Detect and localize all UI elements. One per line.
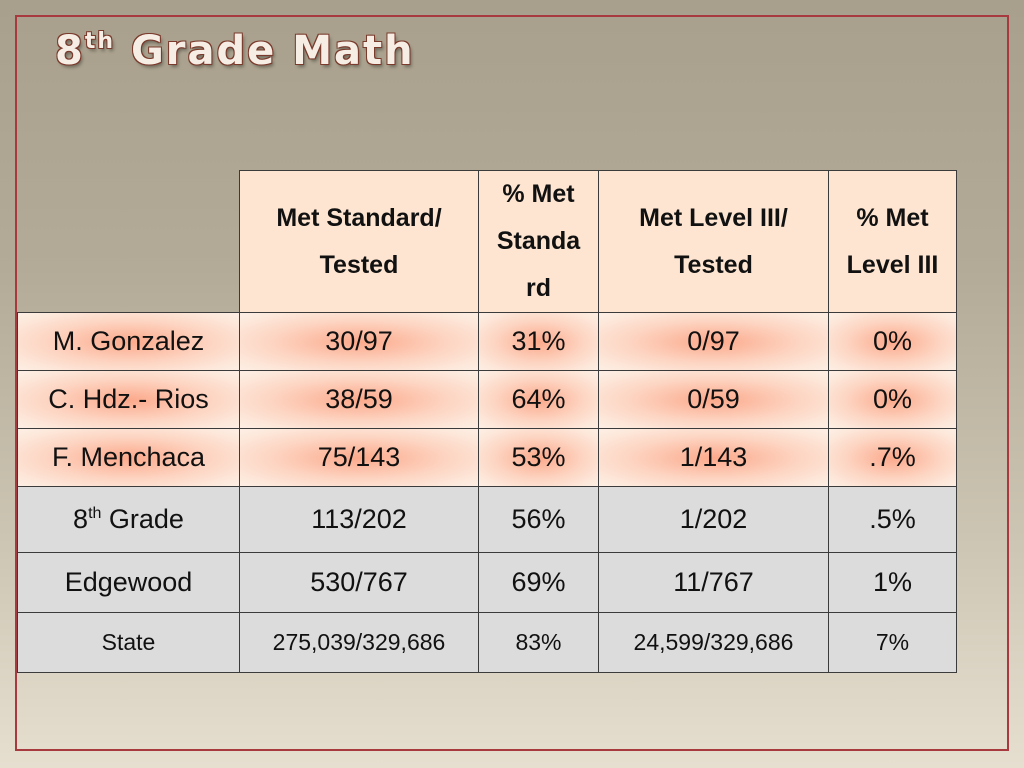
row-label: M. Gonzalez [17, 312, 240, 371]
header-blank-cell [17, 170, 240, 313]
cell-pct-met: 31% [478, 312, 599, 371]
cell-met-tested: 275,039/329,686 [239, 612, 479, 673]
header-pct-met-standard: % Met Standa rd [478, 170, 599, 313]
table-row: F. Menchaca 75/143 53% 1/143 .7% [17, 428, 957, 487]
row-label: 8th Grade [17, 486, 240, 553]
cell-l3-tested: 1/202 [598, 486, 829, 553]
cell-pct-met: 53% [478, 428, 599, 487]
cell-pct-l3: 0% [828, 312, 957, 371]
cell-pct-l3: 1% [828, 552, 957, 613]
row-label: F. Menchaca [17, 428, 240, 487]
cell-pct-met: 69% [478, 552, 599, 613]
cell-pct-met: 83% [478, 612, 599, 673]
cell-pct-l3: 7% [828, 612, 957, 673]
cell-pct-l3: 0% [828, 370, 957, 429]
slide-title: 8th Grade Math [55, 28, 415, 74]
cell-l3-tested: 0/59 [598, 370, 829, 429]
table-row: C. Hdz.- Rios 38/59 64% 0/59 0% [17, 370, 957, 429]
table-row: M. Gonzalez 30/97 31% 0/97 0% [17, 312, 957, 371]
cell-l3-tested: 1/143 [598, 428, 829, 487]
header-row: Met Standard/Tested % Met Standa rd Met Le… [17, 170, 957, 313]
header-met-standard: Met Standard/Tested [239, 170, 479, 313]
cell-pct-met: 56% [478, 486, 599, 553]
header-pct-met-level3: % Met Level III [828, 170, 957, 313]
cell-met-tested: 30/97 [239, 312, 479, 371]
table-row-grade: 8th Grade 113/202 56% 1/202 .5% [17, 486, 957, 553]
cell-l3-tested: 24,599/329,686 [598, 612, 829, 673]
cell-pct-l3: .5% [828, 486, 957, 553]
cell-pct-l3: .7% [828, 428, 957, 487]
cell-met-tested: 75/143 [239, 428, 479, 487]
results-table: Met Standard/Tested % Met Standa rd Met Le… [17, 170, 957, 673]
cell-l3-tested: 11/767 [598, 552, 829, 613]
row-label: C. Hdz.- Rios [17, 370, 240, 429]
cell-met-tested: 38/59 [239, 370, 479, 429]
slide-border [15, 15, 1009, 751]
cell-l3-tested: 0/97 [598, 312, 829, 371]
cell-pct-met: 64% [478, 370, 599, 429]
table-row-district: Edgewood 530/767 69% 11/767 1% [17, 552, 957, 613]
header-met-level3: Met Level III/Tested [598, 170, 829, 313]
cell-met-tested: 530/767 [239, 552, 479, 613]
row-label: State [17, 612, 240, 673]
row-label: Edgewood [17, 552, 240, 613]
cell-met-tested: 113/202 [239, 486, 479, 553]
table-row-state: State 275,039/329,686 83% 24,599/329,686… [17, 612, 957, 673]
